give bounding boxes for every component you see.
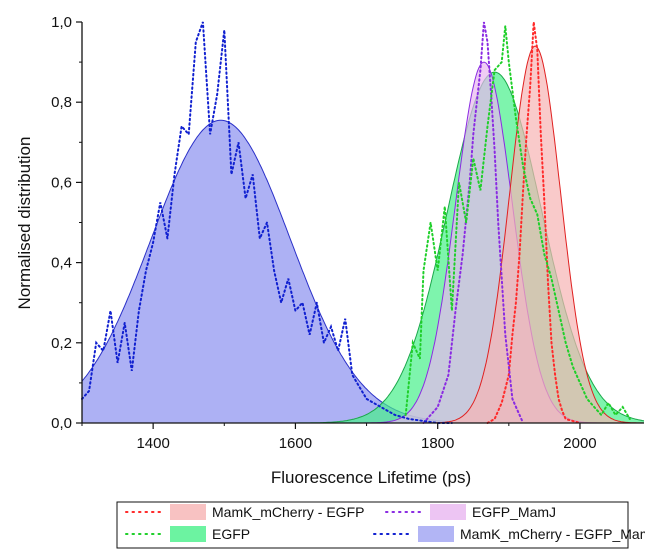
x-axis-title: Fluorescence Lifetime (ps)	[271, 468, 471, 487]
legend-swatch-egfp-mamj	[430, 504, 466, 520]
raw-line-mamk-mcherry-egfp-mamj	[81, 21, 453, 424]
y-tick-label: 0,4	[51, 255, 72, 272]
raw-line-mamk-mcherry-egfp	[486, 21, 581, 424]
x-tick-label: 1600	[279, 435, 312, 452]
axes: 1400 1600 1800 2000 0,0 0,2 0,4 0,6 0,8 1,0	[51, 14, 644, 452]
x-tick-label: 2000	[563, 435, 596, 452]
x-tick-label: 1800	[421, 435, 454, 452]
legend-label-egfp: EGFP	[212, 526, 250, 542]
x-tick-label: 1400	[136, 435, 169, 452]
legend-label-egfp-mamj: EGFP_MamJ	[472, 504, 556, 520]
y-tick-label: 0,0	[51, 415, 72, 432]
fit-area-mamk-mcherry-egfp	[82, 46, 644, 423]
legend-swatch-mamk-mcherry-egfp	[170, 504, 206, 520]
y-tick-label: 0,8	[51, 94, 72, 111]
legend-swatch-mamk-mcherry-egfp-mamj	[418, 526, 454, 542]
raw-line-egfp-mamj	[422, 21, 525, 424]
fit-area-mamk-mcherry-egfp-mamj	[82, 120, 644, 424]
y-axis-title: Normalised distribution	[15, 137, 34, 310]
legend-label-mamk-mcherry-egfp: MamK_mCherry - EGFP	[212, 504, 364, 520]
legend: MamK_mCherry - EGFP EGFP_MamJ EGFP MamK_mCh…	[116, 501, 645, 549]
raw-line-egfp	[404, 25, 631, 420]
raw-series	[81, 21, 631, 424]
legend-swatch-egfp	[170, 526, 206, 542]
y-tick-label: 1,0	[51, 14, 72, 31]
legend-label-mamk-mcherry-egfp-mamj: MamK_mCherry - EGFP_MamJ	[460, 526, 645, 542]
y-tick-label: 0,2	[51, 335, 72, 352]
y-tick-label: 0,6	[51, 174, 72, 191]
